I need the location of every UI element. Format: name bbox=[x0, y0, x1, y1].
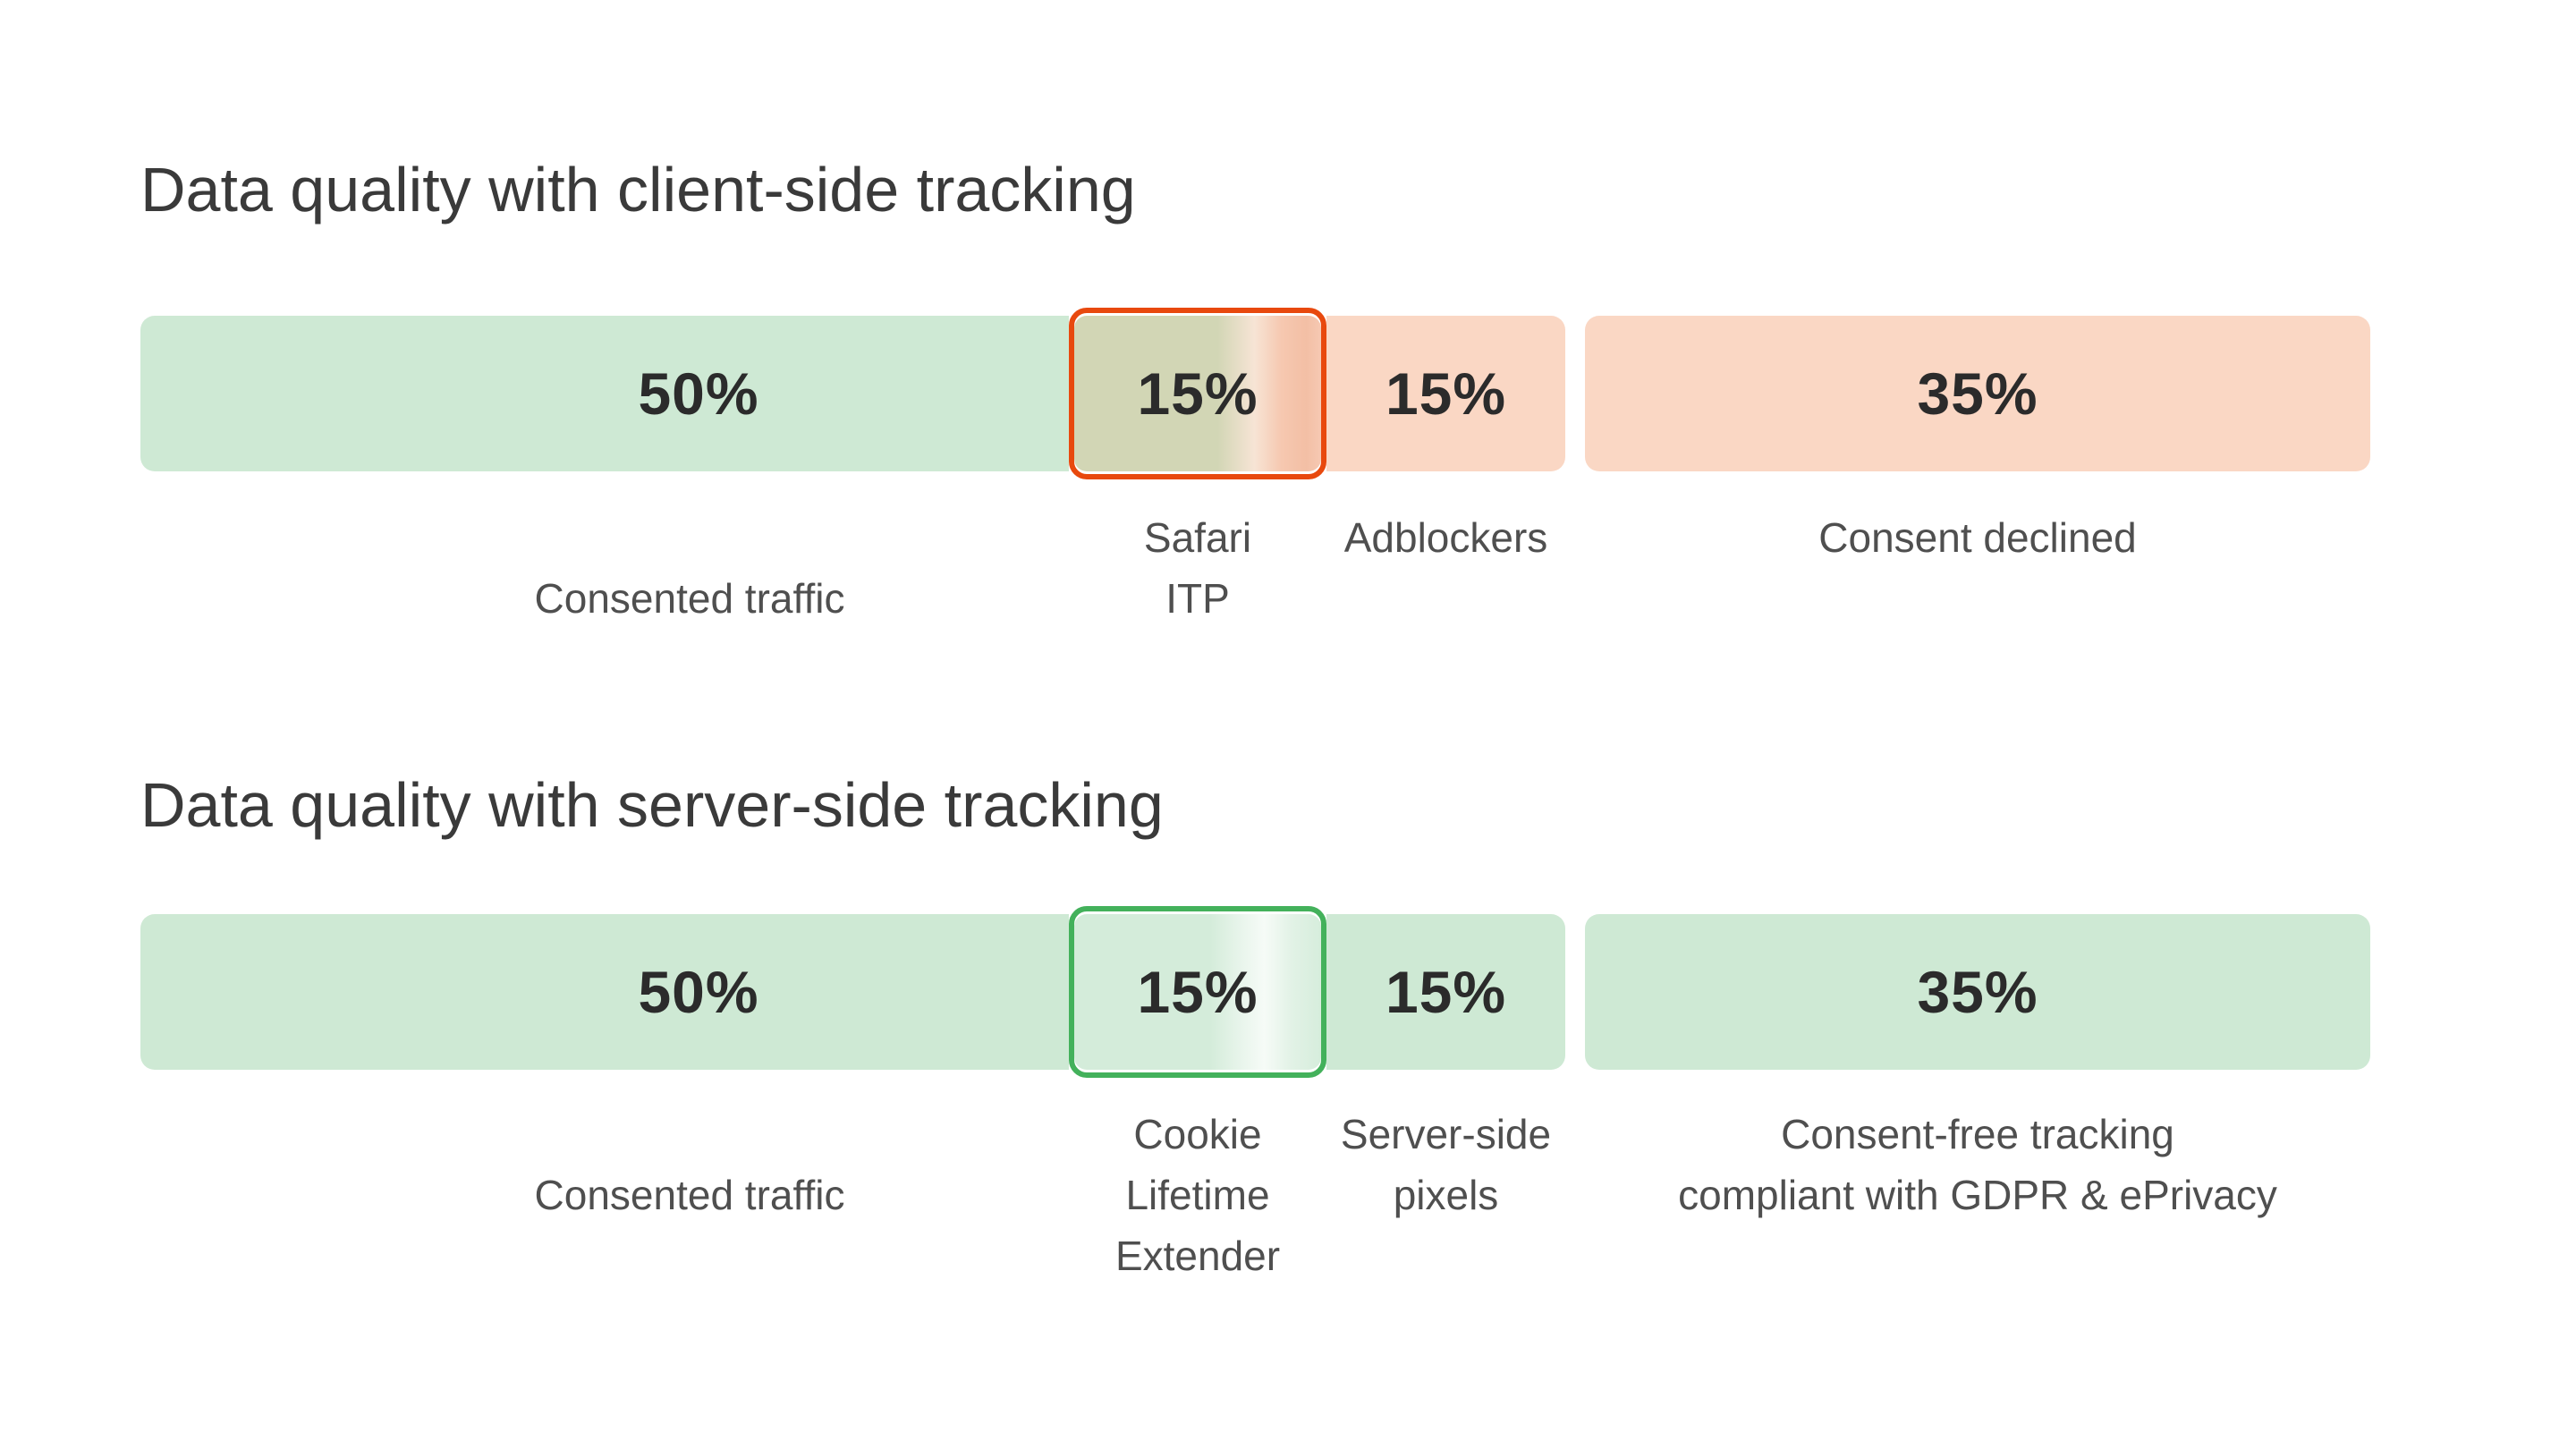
segment-label-safari-itp: Safari ITP bbox=[1143, 514, 1252, 622]
segment-adblockers: 15% bbox=[1326, 316, 1565, 471]
stacked-bar-client-side: 50% 15% 15% 35% bbox=[140, 308, 2370, 479]
chart-title-server-side: Data quality with server-side tracking bbox=[140, 770, 1164, 840]
segment-label-cell: Consented traffic bbox=[140, 507, 1069, 629]
segment-label-consent-declined: Consent declined bbox=[1818, 514, 2137, 561]
segment-label-consent-free-tracking: Consent-free tracking compliant with GDP… bbox=[1678, 1111, 2277, 1218]
segment-label-server-side-pixels: Server-side pixels bbox=[1340, 1111, 1552, 1218]
segment-value-cookie-lifetime-extender: 15% bbox=[1137, 959, 1258, 1025]
segment-consented-traffic: 50% bbox=[140, 316, 1069, 471]
segment-value-adblockers: 15% bbox=[1385, 360, 1507, 427]
segment-value-consent-declined: 35% bbox=[1917, 360, 2038, 427]
segment-cookie-lifetime-extender: 15% bbox=[1074, 914, 1321, 1070]
segment-value-server-side-pixels: 15% bbox=[1385, 959, 1507, 1025]
segment-value-consented-traffic: 50% bbox=[638, 360, 759, 427]
segment-safari-itp: 15% bbox=[1074, 316, 1321, 471]
segment-label-consented-traffic: Consented traffic bbox=[534, 575, 845, 622]
segment-consented-traffic-server: 50% bbox=[140, 914, 1069, 1070]
segment-value-safari-itp: 15% bbox=[1137, 360, 1258, 427]
segment-label-cell: Consented traffic bbox=[140, 1104, 1069, 1225]
segment-consent-free-tracking: 35% bbox=[1585, 914, 2370, 1070]
segment-value-consented-traffic-server: 50% bbox=[638, 959, 759, 1025]
chart-title-client-side: Data quality with client-side tracking bbox=[140, 155, 1136, 225]
segment-label-adblockers: Adblockers bbox=[1343, 514, 1548, 561]
segment-label-consented-traffic-server: Consented traffic bbox=[534, 1172, 845, 1218]
stacked-bar-server-side: 50% 15% 15% 35% bbox=[140, 906, 2370, 1078]
segment-server-side-pixels: 15% bbox=[1326, 914, 1565, 1070]
segment-label-cookie-lifetime-extender: Cookie Lifetime Extender bbox=[1114, 1111, 1281, 1279]
segment-value-consent-free-tracking: 35% bbox=[1917, 959, 2038, 1025]
segment-consent-declined: 35% bbox=[1585, 316, 2370, 471]
